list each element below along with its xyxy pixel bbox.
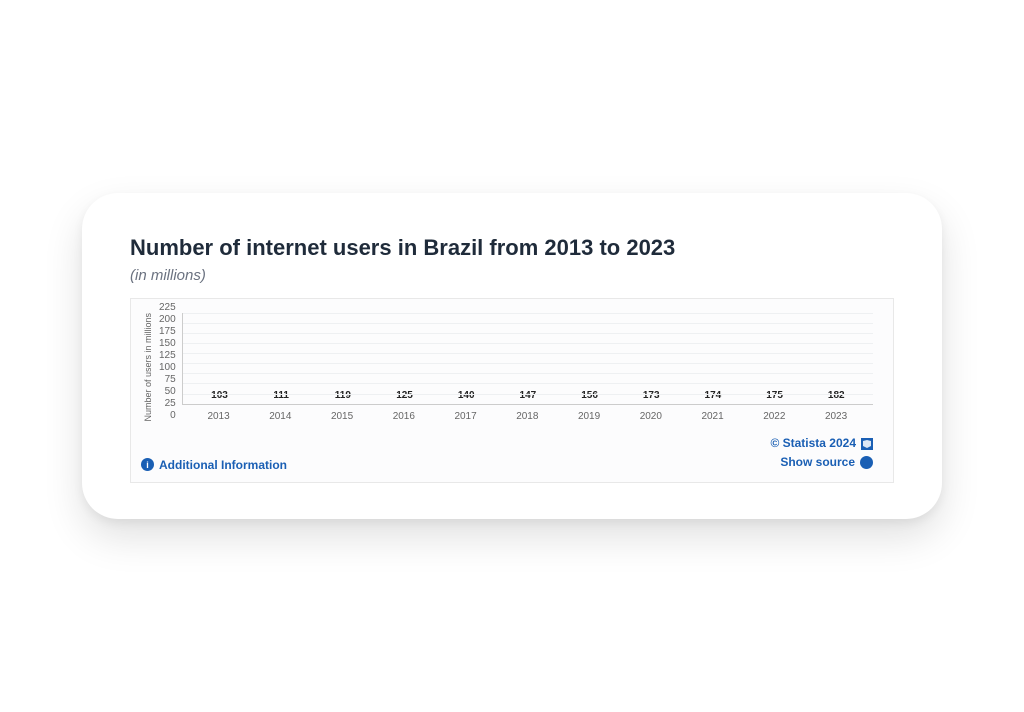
gridline <box>183 333 873 334</box>
gridline <box>183 394 873 395</box>
gridline <box>183 343 873 344</box>
bar-wrap: 174 <box>682 390 744 404</box>
x-tick: 2015 <box>311 411 373 422</box>
copyright-text: © Statista 2024 <box>770 434 856 453</box>
bar-wrap: 175 <box>744 390 806 404</box>
chart-footer: i Additional Information © Statista 2024… <box>141 434 873 472</box>
bar-wrap: 173 <box>620 390 682 404</box>
bar-value-label: 175 <box>766 390 783 401</box>
info-icon: i <box>141 458 154 471</box>
x-tick: 2022 <box>743 411 805 422</box>
x-tick: 2017 <box>435 411 497 422</box>
gridline <box>183 323 873 324</box>
x-tick: 2019 <box>558 411 620 422</box>
chart-title: Number of internet users in Brazil from … <box>130 235 894 261</box>
chart-subtitle: (in millions) <box>130 267 894 284</box>
gridline <box>183 313 873 314</box>
gridline <box>183 383 873 384</box>
bar-value-label: 173 <box>643 390 660 401</box>
bar-wrap: 103 <box>189 390 251 404</box>
bar-value-label: 156 <box>581 390 598 401</box>
show-source-link[interactable]: Show source i <box>770 453 873 472</box>
additional-info-label: Additional Information <box>159 458 287 472</box>
x-tick: 2013 <box>188 411 250 422</box>
x-tick: 2014 <box>249 411 311 422</box>
copyright-line: © Statista 2024 <box>770 434 873 453</box>
bar-value-label: 111 <box>273 390 289 401</box>
x-tick: 2016 <box>373 411 435 422</box>
x-tick: 2023 <box>805 411 867 422</box>
x-tick: 2020 <box>620 411 682 422</box>
bar-wrap: 182 <box>805 390 867 404</box>
bars-container: 103 111 119 125 140 147 156 173 174 175 182 <box>183 313 873 404</box>
bar-value-label: 125 <box>396 390 413 401</box>
x-tick: 2021 <box>682 411 744 422</box>
flag-icon <box>861 437 873 449</box>
gridline <box>183 363 873 364</box>
bar-wrap: 119 <box>312 390 374 404</box>
y-axis-label: Number of users in millions <box>141 313 155 422</box>
bar-value-label: 103 <box>211 390 228 401</box>
y-axis: 2252001751501251007550250 <box>155 313 182 422</box>
x-axis: 2013201420152016201720182019202020212022… <box>182 405 873 422</box>
show-source-label: Show source <box>780 453 855 472</box>
gridline <box>183 373 873 374</box>
gridline <box>183 353 873 354</box>
x-tick: 2018 <box>496 411 558 422</box>
chart-card: Number of internet users in Brazil from … <box>82 193 942 519</box>
additional-info-link[interactable]: i Additional Information <box>141 458 287 472</box>
bar-value-label: 119 <box>335 390 351 401</box>
bar-value-label: 147 <box>520 390 537 401</box>
bar-value-label: 140 <box>458 390 475 401</box>
bar-wrap: 140 <box>435 390 497 404</box>
chart-plot-area: 103 111 119 125 140 147 156 173 174 175 182 <box>182 313 873 405</box>
bar-wrap: 125 <box>374 390 436 404</box>
bar-value-label: 182 <box>828 390 845 401</box>
bar-wrap: 156 <box>559 390 621 404</box>
bar-wrap: 147 <box>497 390 559 404</box>
info-icon: i <box>860 456 873 469</box>
bar-value-label: 174 <box>705 390 722 401</box>
bar-wrap: 111 <box>250 390 312 404</box>
chart-panel: Number of users in millions 225200175150… <box>130 298 894 483</box>
